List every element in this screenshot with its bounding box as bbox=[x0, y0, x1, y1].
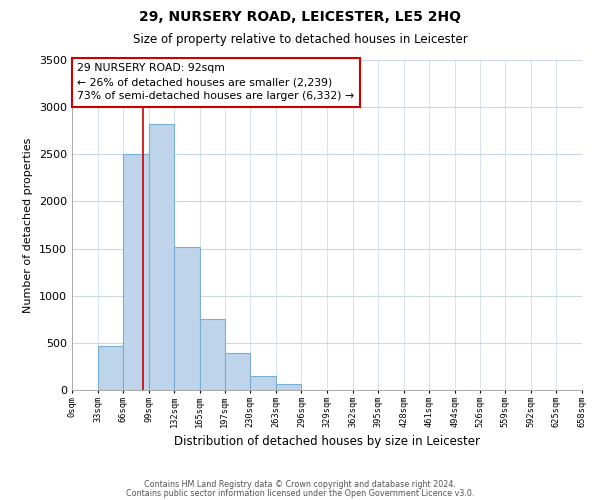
Text: Contains HM Land Registry data © Crown copyright and database right 2024.: Contains HM Land Registry data © Crown c… bbox=[144, 480, 456, 489]
Text: Size of property relative to detached houses in Leicester: Size of property relative to detached ho… bbox=[133, 32, 467, 46]
Text: Contains public sector information licensed under the Open Government Licence v3: Contains public sector information licen… bbox=[126, 488, 474, 498]
Text: 29 NURSERY ROAD: 92sqm
← 26% of detached houses are smaller (2,239)
73% of semi-: 29 NURSERY ROAD: 92sqm ← 26% of detached… bbox=[77, 64, 354, 102]
Bar bbox=[224, 353, 250, 390]
Bar bbox=[250, 376, 276, 390]
Bar bbox=[175, 246, 200, 390]
Bar bbox=[276, 384, 301, 390]
X-axis label: Distribution of detached houses by size in Leicester: Distribution of detached houses by size … bbox=[174, 436, 480, 448]
Bar bbox=[200, 320, 224, 390]
Bar bbox=[123, 154, 149, 390]
Y-axis label: Number of detached properties: Number of detached properties bbox=[23, 138, 34, 312]
Text: 29, NURSERY ROAD, LEICESTER, LE5 2HQ: 29, NURSERY ROAD, LEICESTER, LE5 2HQ bbox=[139, 10, 461, 24]
Bar bbox=[149, 124, 175, 390]
Bar bbox=[98, 346, 123, 390]
